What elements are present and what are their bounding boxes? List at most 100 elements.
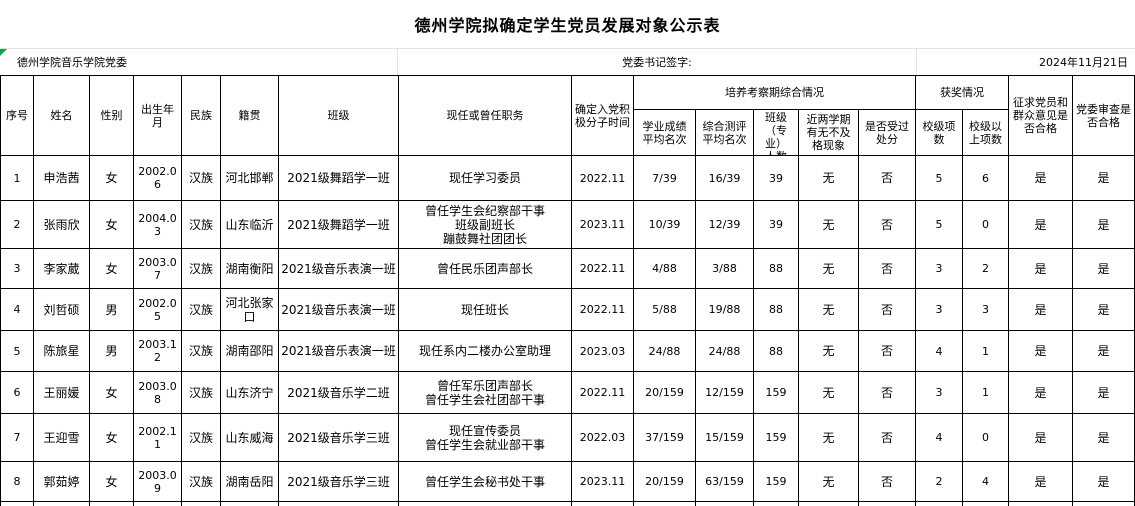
cell-school-awards[interactable]: 5 — [915, 200, 964, 249]
cell-academic-rank[interactable]: 20/159 — [633, 461, 696, 502]
cell-school-awards[interactable]: 5 — [915, 155, 964, 201]
cell-position[interactable]: 曾任学生会秘书处干事 — [398, 461, 572, 502]
cell-punished[interactable]: 否 — [857, 155, 917, 201]
col-header-class[interactable]: 班级 — [278, 75, 399, 156]
cell-opinion[interactable]: 是 — [1008, 155, 1074, 201]
cell-opinion[interactable]: 是 — [1008, 248, 1074, 289]
cell-name[interactable]: 王迎雪 — [33, 413, 90, 462]
cell-academic-rank[interactable]: 10/39 — [633, 200, 696, 249]
cell-comprehensive-rank[interactable]: 63/159 — [695, 461, 754, 502]
col-header-position[interactable]: 现任或曾任职务 — [398, 75, 572, 156]
cell-comprehensive-rank[interactable]: 12/39 — [695, 200, 754, 249]
cell-committee[interactable]: 是 — [1072, 200, 1135, 249]
col-header-failed[interactable]: 近两学期有无不及格现象 — [798, 109, 859, 156]
cell-gender[interactable]: 女 — [89, 461, 134, 502]
cell-failed[interactable]: 无 — [798, 371, 859, 414]
cell-empty[interactable] — [398, 501, 572, 506]
cell-birth[interactable]: 2003.09 — [133, 461, 182, 502]
cell-comprehensive-rank[interactable]: 19/88 — [695, 288, 754, 331]
cell-committee[interactable]: 是 — [1072, 330, 1135, 372]
cell-above-school-awards[interactable]: 1 — [962, 371, 1010, 414]
col-header-opinion[interactable]: 征求党员和群众意见是否合格 — [1008, 75, 1074, 156]
cell-punished[interactable]: 否 — [857, 371, 917, 414]
col-header-seq[interactable]: 序号 — [0, 75, 34, 156]
cell-opinion[interactable]: 是 — [1008, 330, 1074, 372]
cell-position[interactable]: 曾任学生会纪察部干事 班级副班长 蹦鼓舞社团团长 — [398, 200, 572, 249]
col-header-committee[interactable]: 党委审查是否合格 — [1072, 75, 1135, 156]
cell-school-awards[interactable]: 3 — [915, 248, 964, 289]
cell-gender[interactable]: 女 — [89, 155, 134, 201]
secretary-signature-cell[interactable]: 党委书记签字: — [398, 49, 917, 75]
cell-committee[interactable]: 是 — [1072, 248, 1135, 289]
cell-empty[interactable] — [915, 501, 964, 506]
cell-class[interactable]: 2021级音乐学三班 — [278, 413, 399, 462]
cell-seq[interactable]: 2 — [0, 200, 34, 249]
cell-gender[interactable]: 男 — [89, 288, 134, 331]
cell-opinion[interactable]: 是 — [1008, 200, 1074, 249]
cell-seq[interactable]: 7 — [0, 413, 34, 462]
cell-opinion[interactable]: 是 — [1008, 461, 1074, 502]
cell-hometown[interactable]: 山东威海 — [220, 413, 279, 462]
cell-class[interactable]: 2021级音乐表演一班 — [278, 330, 399, 372]
col-header-above-school-awards[interactable]: 校级以上项数 — [962, 109, 1010, 156]
cell-comprehensive-rank[interactable]: 12/159 — [695, 371, 754, 414]
cell-name[interactable]: 申浩茜 — [33, 155, 90, 201]
cell-committee[interactable]: 是 — [1072, 288, 1135, 331]
cell-ethnic[interactable]: 汉族 — [181, 330, 221, 372]
cell-class[interactable]: 2021级音乐表演一班 — [278, 248, 399, 289]
cell-confirm-date[interactable]: 2022.11 — [571, 248, 634, 289]
cell-birth[interactable]: 2003.08 — [133, 371, 182, 414]
cell-empty[interactable] — [753, 501, 799, 506]
cell-above-school-awards[interactable]: 3 — [962, 288, 1010, 331]
cell-empty[interactable] — [857, 501, 917, 506]
cell-academic-rank[interactable]: 7/39 — [633, 155, 696, 201]
cell-failed[interactable]: 无 — [798, 248, 859, 289]
cell-failed[interactable]: 无 — [798, 413, 859, 462]
cell-academic-rank[interactable]: 20/159 — [633, 371, 696, 414]
cell-committee[interactable]: 是 — [1072, 155, 1135, 201]
cell-failed[interactable]: 无 — [798, 155, 859, 201]
cell-class[interactable]: 2021级舞蹈学一班 — [278, 200, 399, 249]
cell-name[interactable]: 郭茹婷 — [33, 461, 90, 502]
cell-gender[interactable]: 女 — [89, 413, 134, 462]
cell-failed[interactable]: 无 — [798, 288, 859, 331]
cell-position[interactable]: 曾任民乐团声部长 — [398, 248, 572, 289]
cell-comprehensive-rank[interactable]: 15/159 — [695, 413, 754, 462]
cell-ethnic[interactable]: 汉族 — [181, 155, 221, 201]
col-group-review-period[interactable]: 培养考察期综合情况 — [632, 75, 917, 110]
cell-failed[interactable]: 无 — [798, 200, 859, 249]
cell-empty[interactable] — [0, 501, 34, 506]
cell-ethnic[interactable]: 汉族 — [181, 371, 221, 414]
date-cell[interactable]: 2024年11月21日 — [1039, 56, 1128, 69]
cell-school-awards[interactable]: 3 — [915, 288, 964, 331]
cell-school-awards[interactable]: 3 — [915, 371, 964, 414]
cell-hometown[interactable]: 湖南岳阳 — [220, 461, 279, 502]
cell-punished[interactable]: 否 — [857, 330, 917, 372]
col-header-comprehensive-rank[interactable]: 综合测评平均名次 — [695, 109, 754, 156]
cell-birth[interactable]: 2003.07 — [133, 248, 182, 289]
cell-birth[interactable]: 2002.11 — [133, 413, 182, 462]
cell-empty[interactable] — [133, 501, 182, 506]
cell-punished[interactable]: 否 — [857, 413, 917, 462]
col-header-name[interactable]: 姓名 — [33, 75, 90, 156]
cell-position[interactable]: 现任学习委员 — [398, 155, 572, 201]
cell-confirm-date[interactable]: 2023.11 — [571, 461, 634, 502]
col-header-gender[interactable]: 性别 — [89, 75, 134, 156]
col-header-punished[interactable]: 是否受过处分 — [857, 109, 917, 156]
cell-comprehensive-rank[interactable]: 16/39 — [695, 155, 754, 201]
col-header-academic-rank[interactable]: 学业成绩平均名次 — [633, 109, 696, 156]
cell-ethnic[interactable]: 汉族 — [181, 461, 221, 502]
cell-seq[interactable]: 6 — [0, 371, 34, 414]
cell-class-size[interactable]: 159 — [753, 371, 799, 414]
cell-position[interactable]: 现任系内二楼办公室助理 — [398, 330, 572, 372]
cell-seq[interactable]: 4 — [0, 288, 34, 331]
cell-seq[interactable]: 8 — [0, 461, 34, 502]
cell-confirm-date[interactable]: 2022.11 — [571, 155, 634, 201]
cell-punished[interactable]: 否 — [857, 288, 917, 331]
cell-empty[interactable] — [1072, 501, 1135, 506]
cell-class-size[interactable]: 88 — [753, 288, 799, 331]
cell-ethnic[interactable]: 汉族 — [181, 288, 221, 331]
cell-above-school-awards[interactable]: 1 — [962, 330, 1010, 372]
cell-empty[interactable] — [695, 501, 754, 506]
cell-gender[interactable]: 女 — [89, 248, 134, 289]
